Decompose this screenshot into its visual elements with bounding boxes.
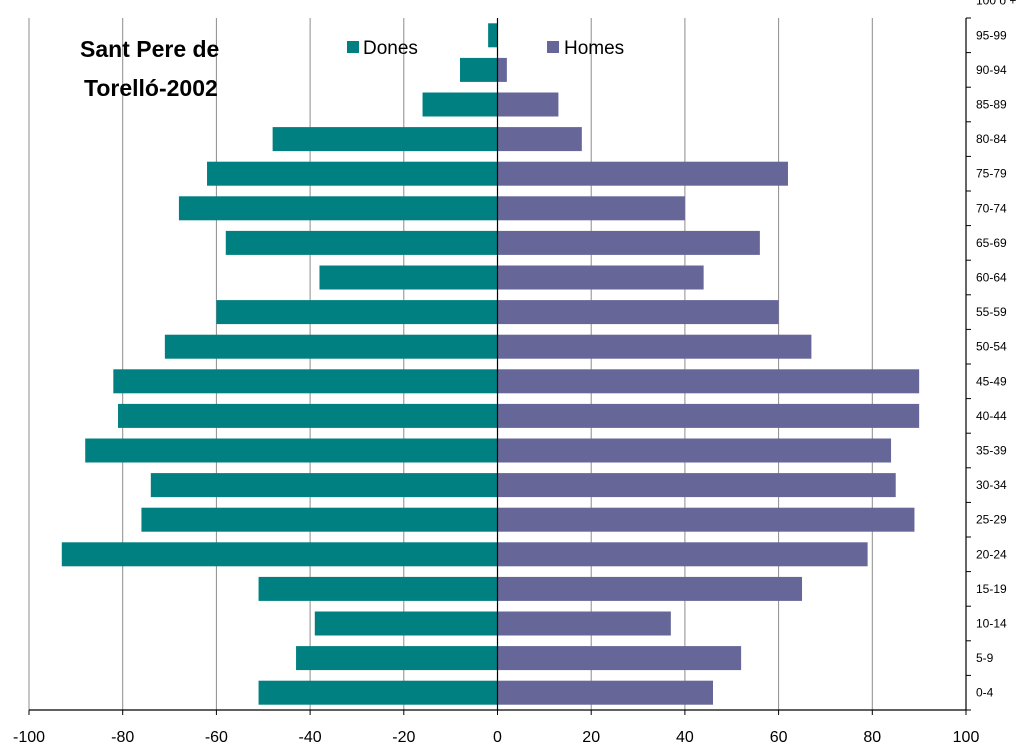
bar-homes-40-44 <box>497 403 920 428</box>
legend: Dones Homes <box>347 38 624 59</box>
bar-homes-30-34 <box>497 473 896 498</box>
x-tick-label: 80 <box>863 729 881 746</box>
y-tick-label: 75-79 <box>976 167 1007 181</box>
y-tick-label: 25-29 <box>976 513 1007 527</box>
y-tick-label: 40-44 <box>976 409 1007 423</box>
y-tick-label: 10-14 <box>976 617 1007 631</box>
legend-label-dones: Dones <box>363 38 418 59</box>
bar-homes-85-89 <box>497 92 559 117</box>
x-tick-label: 0 <box>493 729 502 746</box>
bar-dones-25-29 <box>141 507 498 532</box>
bar-homes-0-4 <box>497 680 714 705</box>
bar-homes-80-84 <box>497 127 582 152</box>
bar-dones-5-9 <box>296 646 498 671</box>
x-tick-label: 60 <box>770 729 788 746</box>
bar-dones-85-89 <box>422 92 498 117</box>
y-tick-label: 65-69 <box>976 236 1007 250</box>
y-tick-label: 35-39 <box>976 444 1007 458</box>
x-tick-label: -20 <box>392 729 415 746</box>
bar-homes-90-94 <box>497 57 507 82</box>
x-tick-label: -40 <box>299 729 322 746</box>
y-tick-label: 50-54 <box>976 340 1007 354</box>
bar-homes-60-64 <box>497 265 704 290</box>
x-tick-label: -60 <box>205 729 228 746</box>
bars <box>61 23 920 705</box>
bar-dones-70-74 <box>178 196 498 221</box>
bar-dones-20-24 <box>61 542 498 567</box>
y-tick-label: 80-84 <box>976 132 1007 146</box>
axes <box>28 17 971 715</box>
y-tick-label: 30-34 <box>976 478 1007 492</box>
chart-title: Sant Pere de Torelló-2002 <box>80 36 219 101</box>
y-tick-label: 100 o + <box>976 0 1016 8</box>
y-tick-label: 5-9 <box>976 651 994 665</box>
x-tick-label: -80 <box>111 729 134 746</box>
bar-homes-65-69 <box>497 230 760 255</box>
bar-dones-40-44 <box>118 403 498 428</box>
bar-dones-65-69 <box>225 230 498 255</box>
bar-dones-30-34 <box>150 473 498 498</box>
bar-dones-55-59 <box>216 300 498 325</box>
x-tick-labels: -100 -80 -60 -40 -20 0 20 40 60 80 100 <box>13 729 979 746</box>
y-tick-label: 20-24 <box>976 547 1007 561</box>
y-tick-label: 45-49 <box>976 374 1007 388</box>
bar-dones-60-64 <box>319 265 498 290</box>
y-tick-label: 90-94 <box>976 63 1007 77</box>
bar-homes-5-9 <box>497 646 742 671</box>
x-tick-label: -100 <box>13 729 45 746</box>
y-tick-label: 60-64 <box>976 271 1007 285</box>
y-tick-labels: 0-4 5-9 10-14 15-19 20-24 25-29 30-34 35-39 40-4… <box>976 0 1016 700</box>
bar-dones-90-94 <box>460 57 498 82</box>
bar-homes-25-29 <box>497 507 915 532</box>
bar-dones-75-79 <box>207 161 498 186</box>
bar-homes-15-19 <box>497 576 803 601</box>
bar-dones-15-19 <box>258 576 498 601</box>
bar-homes-20-24 <box>497 542 868 567</box>
bar-homes-45-49 <box>497 369 920 394</box>
y-tick-label: 95-99 <box>976 28 1007 42</box>
y-tick-label: 0-4 <box>976 686 994 700</box>
bar-homes-35-39 <box>497 438 892 463</box>
bar-dones-0-4 <box>258 680 498 705</box>
x-tick-label: 20 <box>582 729 600 746</box>
bar-dones-35-39 <box>85 438 498 463</box>
legend-swatch-homes <box>547 41 559 53</box>
legend-swatch-dones <box>347 41 359 53</box>
chart-title-line-1: Sant Pere de <box>80 36 219 62</box>
bar-dones-10-14 <box>314 611 498 636</box>
x-tick-label: 40 <box>676 729 694 746</box>
legend-label-homes: Homes <box>564 38 624 59</box>
bar-dones-80-84 <box>272 127 498 152</box>
x-tick-label: 100 <box>953 729 980 746</box>
bar-dones-45-49 <box>113 369 498 394</box>
y-tick-label: 55-59 <box>976 305 1007 319</box>
y-tick-label: 85-89 <box>976 98 1007 112</box>
bar-homes-55-59 <box>497 300 779 325</box>
chart-title-line-2: Torelló-2002 <box>84 75 218 101</box>
bar-homes-75-79 <box>497 161 788 186</box>
bar-homes-10-14 <box>497 611 671 636</box>
bar-dones-95-99 <box>488 23 498 48</box>
y-tick-label: 70-74 <box>976 201 1007 215</box>
bar-dones-50-54 <box>164 334 498 359</box>
bar-homes-50-54 <box>497 334 812 359</box>
y-tick-label: 15-19 <box>976 582 1007 596</box>
bar-homes-70-74 <box>497 196 685 221</box>
